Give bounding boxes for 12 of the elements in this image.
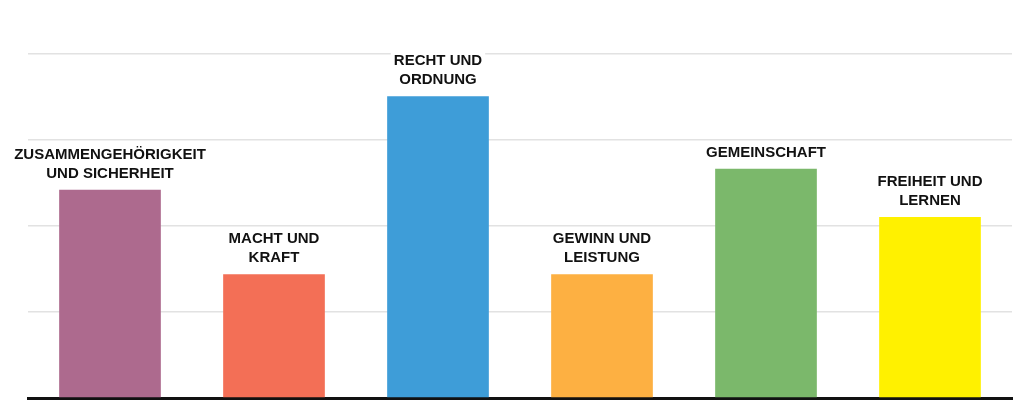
x-tick-label: GEMEINSCHAFT xyxy=(706,142,826,160)
x-tick-label: RECHT UND ORDNUNG xyxy=(393,51,483,88)
bar xyxy=(59,189,161,398)
x-tick-label: ZUSAMMENGEHÖRIGKEIT UND SICHERHEIT xyxy=(14,144,206,181)
bar xyxy=(223,274,325,398)
bar xyxy=(551,274,653,398)
x-tick-label: GEWINN UND LEISTUNG xyxy=(552,229,652,266)
bar xyxy=(715,168,817,398)
bar xyxy=(879,216,981,398)
x-tick-label: MACHT UND KRAFT xyxy=(228,229,320,266)
x-tick-label: FREIHEIT UND LERNEN xyxy=(877,171,983,208)
bar xyxy=(387,96,489,398)
